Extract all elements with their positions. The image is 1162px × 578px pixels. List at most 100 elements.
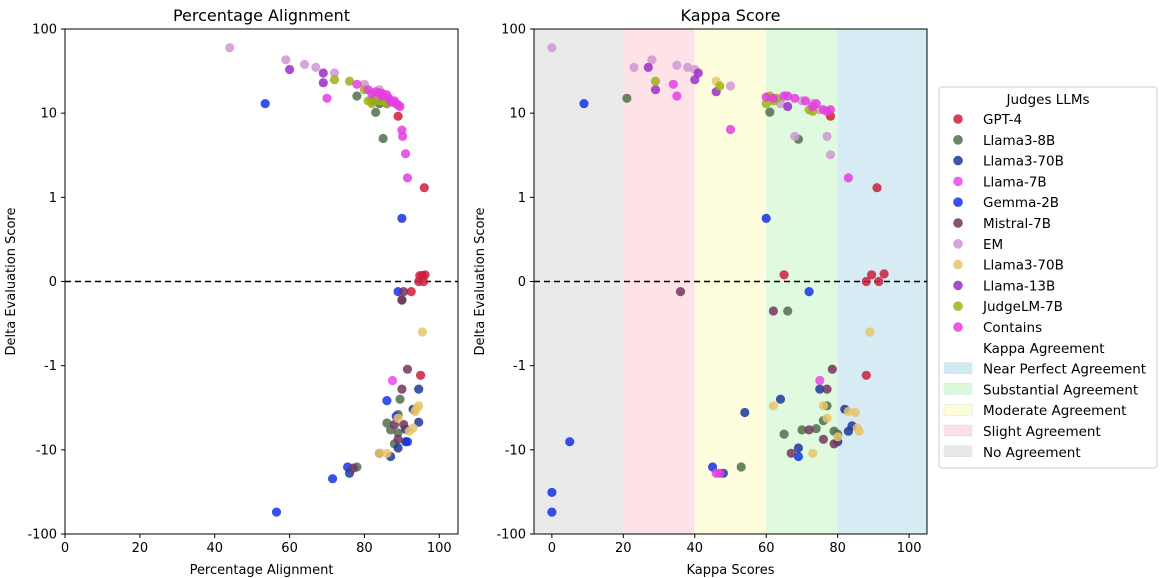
data-point — [827, 364, 837, 374]
x-tick-label: 20 — [615, 541, 632, 556]
x-tick-label: 60 — [758, 541, 775, 556]
data-point — [393, 111, 403, 121]
data-point — [547, 487, 557, 497]
data-point — [675, 287, 686, 297]
y-tick-label: 100 — [32, 23, 57, 38]
data-point — [818, 434, 829, 444]
data-point — [417, 327, 427, 337]
legend-marker — [953, 218, 963, 228]
data-point — [872, 183, 882, 193]
x-tick-label: 100 — [427, 541, 452, 556]
x-tick-label: 60 — [281, 541, 298, 556]
data-point — [725, 124, 736, 135]
data-point — [783, 91, 793, 101]
data-point — [797, 425, 807, 435]
data-point — [401, 149, 411, 159]
legend-entry-label: Llama-7B — [983, 174, 1047, 190]
legend-entry-label: Llama3-70B — [983, 154, 1064, 170]
data-point — [371, 107, 381, 117]
data-point — [395, 101, 405, 112]
data-point — [318, 78, 328, 88]
y-tick-label: 1 — [518, 191, 526, 206]
legend-swatch — [943, 404, 973, 416]
data-point — [804, 287, 814, 297]
data-point — [348, 463, 358, 473]
legend-entry-label: No Agreement — [983, 445, 1081, 461]
data-point — [643, 62, 653, 72]
y-tick-label: -1 — [44, 359, 57, 374]
legend-entry-label: Slight Agreement — [983, 424, 1101, 440]
data-point — [815, 384, 825, 394]
data-point — [715, 81, 725, 91]
x-tick-label: 100 — [897, 541, 922, 556]
data-point — [406, 287, 416, 297]
data-point — [736, 462, 746, 472]
data-point — [761, 92, 771, 102]
legend-marker — [953, 135, 963, 145]
data-point — [740, 407, 750, 418]
y-tick-label: 100 — [501, 23, 526, 38]
legend-entry-label: JudgeLM-7B — [982, 299, 1063, 315]
data-point — [318, 68, 328, 78]
data-point — [765, 107, 775, 117]
x-tick-label: 40 — [206, 541, 223, 556]
data-point — [800, 96, 811, 106]
legend-swatch — [943, 445, 973, 457]
data-point — [565, 437, 575, 447]
legend-marker — [953, 301, 963, 312]
legend-entry-label: Moderate Agreement — [983, 403, 1126, 419]
data-point — [879, 269, 889, 279]
data-point — [822, 413, 832, 423]
data-point — [815, 375, 825, 386]
data-point — [260, 99, 270, 109]
data-point — [672, 91, 682, 101]
data-point — [793, 451, 804, 462]
data-point — [668, 79, 678, 89]
data-point — [850, 407, 861, 418]
legend-entry-label: EM — [983, 237, 1003, 253]
data-point — [408, 423, 418, 433]
legend-marker — [953, 176, 963, 187]
data-point — [382, 448, 392, 458]
y-tick-label: 10 — [509, 107, 526, 122]
data-point — [225, 43, 235, 53]
data-point — [629, 62, 639, 72]
data-point — [790, 131, 800, 141]
y-tick-label: -1 — [513, 359, 526, 374]
data-point — [414, 384, 424, 394]
data-point — [397, 384, 407, 394]
data-point — [825, 105, 836, 115]
data-point — [397, 213, 407, 223]
data-point — [829, 439, 839, 449]
data-point — [299, 59, 310, 69]
x-tick-label: 40 — [686, 541, 703, 556]
data-point — [281, 55, 291, 65]
data-point — [367, 99, 377, 109]
y-tick-label: 10 — [40, 107, 57, 122]
legend-marker — [953, 322, 963, 332]
data-point — [393, 434, 403, 444]
data-point — [715, 468, 725, 478]
x-tick-label: 80 — [356, 541, 373, 556]
data-point — [843, 173, 854, 183]
x-axis-label: Percentage Alignment — [190, 563, 334, 578]
x-tick-label: 20 — [132, 541, 149, 556]
legend: Judges LLMs GPT-4 Llama3-8B Llama3-70B Llama… — [938, 86, 1158, 469]
data-point — [783, 101, 793, 112]
data-point — [861, 276, 871, 287]
data-point — [783, 306, 793, 316]
data-point — [311, 62, 321, 72]
legend-entry-label: Llama3-70B — [983, 258, 1064, 274]
legend-swatch — [943, 424, 973, 437]
data-point — [328, 474, 338, 484]
legend-entry-label: Kappa Agreement — [983, 341, 1105, 357]
legend-swatch — [943, 362, 973, 374]
data-point — [843, 406, 854, 417]
legend-marker — [953, 259, 963, 270]
legend-entry-label: Llama-13B — [983, 278, 1055, 294]
x-axis-label: Kappa Scores — [686, 563, 774, 578]
y-tick-label: -10 — [505, 443, 526, 458]
data-point — [650, 76, 661, 86]
